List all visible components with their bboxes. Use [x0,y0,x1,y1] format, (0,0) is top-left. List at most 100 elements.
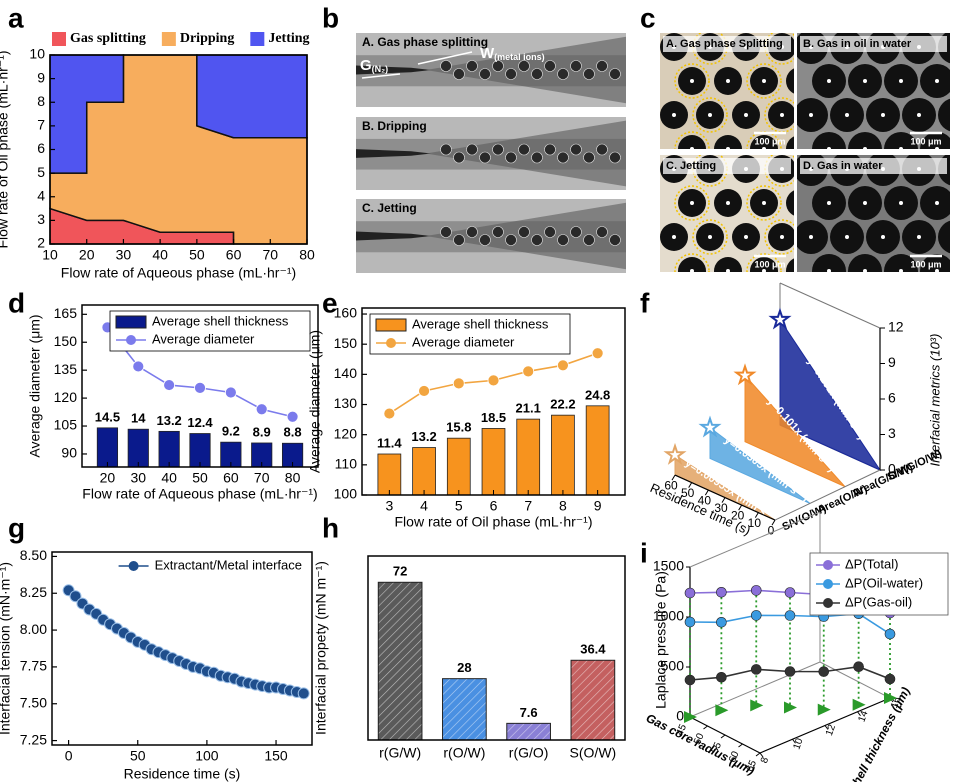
x-tick-label: 70 [254,470,270,486]
bubble [531,68,543,80]
end-star [768,307,792,330]
x-tick [755,752,761,757]
wedge [744,374,846,488]
marker [750,585,762,596]
legend-label: Gas splitting [70,31,146,46]
droplet [938,98,950,132]
annotation-sub: (metal ions) [494,52,545,62]
legend-swatch [52,32,66,46]
data-label: 13.2 [156,413,181,428]
x-tick [738,743,743,748]
highlight [690,201,694,205]
data-label: 8.8 [284,425,302,440]
highlight [863,79,867,83]
marker [684,616,696,628]
y-tick-label: 6 [888,390,896,406]
panel-letter: h [322,512,339,543]
x-tick-label: 30 [116,247,132,263]
nozzle [356,65,431,75]
y-tick-label: 2 [37,235,45,251]
highlight [762,269,766,272]
micrograph [660,33,794,149]
bar [96,427,119,468]
highlight [690,79,694,83]
y-tick-label: 9 [37,69,45,85]
legend-label: ΔP(Oil-water) [845,575,923,590]
shell-outline [764,219,794,255]
marker [853,661,864,673]
highlight [726,201,730,205]
marker [684,674,696,686]
droplet [786,190,794,216]
y-tick-label: 12 [888,319,904,335]
bubble [505,68,517,80]
x-tick-label: 4 [420,498,428,514]
nozzle [356,149,431,158]
caption: B. Dripping [362,119,427,133]
data-label: 9.2 [222,424,240,439]
x-tick [704,489,709,496]
bar [516,418,541,496]
bubble [466,143,478,156]
highlight [726,269,730,272]
bubble [570,226,582,238]
marker [716,671,727,683]
caption-bg [800,158,947,174]
y-tick-label: 100 [334,486,358,502]
bubble [596,60,608,72]
x-tick-label: 40 [161,470,177,486]
y-tick-label: 135 [54,361,78,377]
bar [481,428,506,496]
bubble [557,151,569,164]
bar [158,430,180,468]
legend-label: Extractant/Metal interface [155,557,302,572]
highlight [935,79,939,83]
y-tick-label: 105 [54,417,78,433]
bubble [466,226,478,238]
micrograph [356,117,626,190]
y-axis-title: Interfacial propety (mN m⁻¹) [313,561,329,735]
annotation-sub: (N₂) [372,64,389,74]
droplet [786,258,794,272]
x-axis-title: Flow rate of Aqueous phase (mL·hr⁻¹) [82,486,317,502]
line-marker [163,379,176,391]
x-tick [688,482,693,488]
y-tick-label: 120 [334,425,358,441]
bubble [479,234,491,246]
y-tick-label: 3 [37,211,45,227]
x-tick-label: r(G/W) [379,745,421,761]
x-tick-label: 65 [744,758,759,773]
x-tick-label: 8 [559,498,567,514]
y-tick-label: 130 [334,395,358,411]
x-tick [703,725,708,730]
y-tick-label: 4 [37,187,45,203]
panel-letter: i [640,537,648,568]
bubble [544,143,556,156]
micrograph [797,33,950,149]
data-label: 14.5 [95,409,120,424]
droplet [750,257,778,272]
x-tick-label: 100 [195,748,219,764]
bubble [557,234,569,246]
legend-swatch [126,335,136,345]
x-tick-label: 50 [681,486,695,500]
legend-swatch [823,579,833,589]
panel-letter: e [322,287,338,318]
plot-frame [51,551,313,746]
bar [506,722,551,741]
x-tick-label: 50 [692,731,707,746]
z-tick [824,725,829,730]
legend-label: Jetting [268,31,309,46]
bar [412,447,436,496]
x-tick-label: 60 [226,247,242,263]
end-star [663,442,687,465]
highlight [827,147,831,149]
x-tick-label: 0 [65,748,73,764]
bubble [609,234,621,246]
bubble [518,60,530,72]
z-tick [792,738,796,744]
y-tick-label: 160 [334,305,358,321]
shell-outline [764,97,794,133]
x-tick-label: 20 [79,247,95,263]
